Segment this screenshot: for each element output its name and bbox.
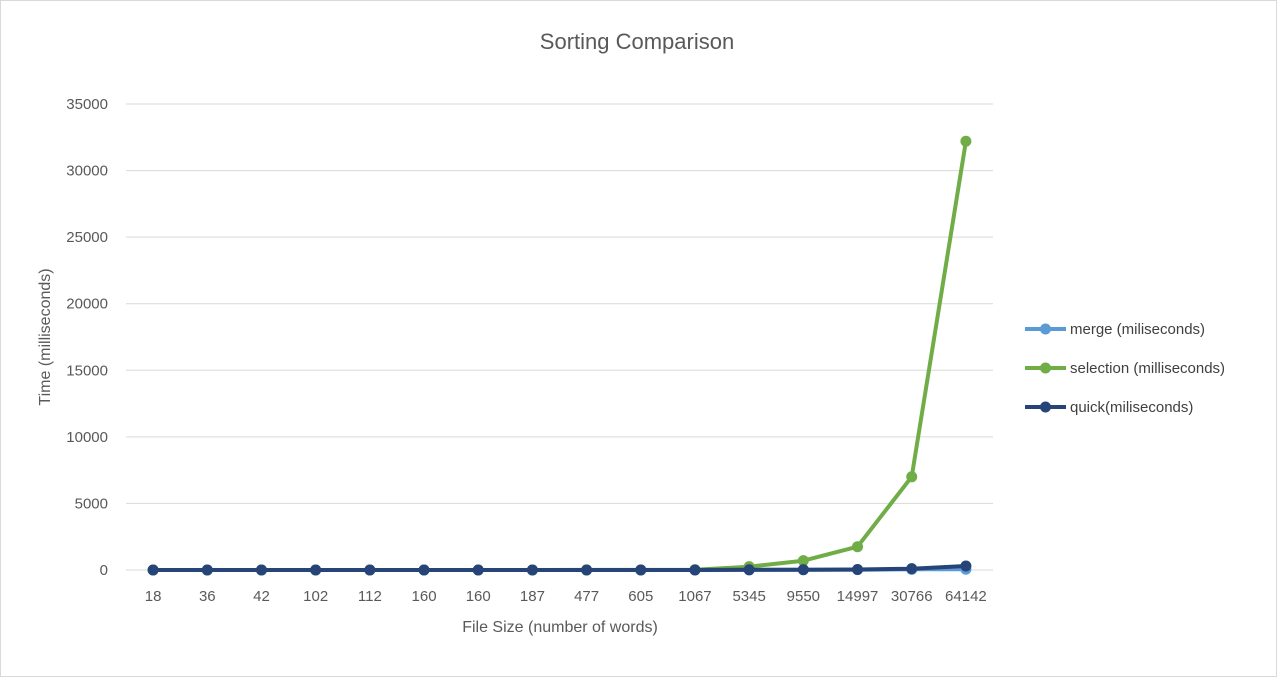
data-point xyxy=(201,564,213,576)
legend-label: merge (miliseconds) xyxy=(1070,321,1205,338)
data-point xyxy=(635,564,647,576)
series-2 xyxy=(147,560,972,576)
x-tick-label: 605 xyxy=(628,588,653,605)
data-point xyxy=(526,564,538,576)
x-axis-title: File Size (number of words) xyxy=(462,619,658,636)
x-tick-label: 1067 xyxy=(678,588,711,605)
x-tick-label: 30766 xyxy=(891,588,933,605)
x-tick-label: 112 xyxy=(358,588,382,605)
data-point xyxy=(472,564,484,576)
x-tick-label: 187 xyxy=(520,588,545,605)
data-point xyxy=(147,564,159,576)
data-point xyxy=(852,563,864,575)
data-point xyxy=(906,563,918,575)
x-tick-label: 18 xyxy=(145,588,162,605)
data-point xyxy=(743,564,755,576)
y-tick-label: 5000 xyxy=(75,495,108,512)
x-tick-label: 42 xyxy=(253,588,270,605)
data-point xyxy=(418,564,430,576)
data-point xyxy=(960,135,972,147)
data-point xyxy=(797,555,809,567)
legend-item: quick(miliseconds) xyxy=(1025,399,1193,416)
x-tick-label: 160 xyxy=(412,588,437,605)
y-tick-label: 30000 xyxy=(66,163,108,180)
x-axis-ticks: 18 36 42 102 112 160 160 187 477 605 1067 5345 9550 1… xyxy=(145,588,987,605)
y-tick-label: 0 xyxy=(100,562,108,579)
y-tick-label: 35000 xyxy=(66,96,108,113)
y-tick-label: 25000 xyxy=(66,229,108,246)
x-tick-label: 64142 xyxy=(945,588,987,605)
data-point xyxy=(852,541,864,553)
legend-swatch-marker xyxy=(1040,362,1051,374)
y-tick-label: 20000 xyxy=(66,296,108,313)
y-tick-label: 15000 xyxy=(66,362,108,379)
x-tick-label: 14997 xyxy=(837,588,879,605)
chart-title: Sorting Comparison xyxy=(540,29,734,54)
x-tick-label: 160 xyxy=(466,588,491,605)
y-axis-title: Time (milliseconds) xyxy=(37,268,54,405)
data-point xyxy=(689,564,701,576)
data-point xyxy=(581,564,593,576)
legend-label: quick(miliseconds) xyxy=(1070,399,1193,416)
x-tick-label: 477 xyxy=(574,588,599,605)
legend: merge (miliseconds) selection (millisecon… xyxy=(1025,321,1225,416)
series-line xyxy=(151,564,968,572)
series-line xyxy=(151,139,968,572)
legend-item: merge (miliseconds) xyxy=(1025,321,1205,338)
series-1 xyxy=(147,135,972,576)
y-axis-ticks: 0 5000 10000 15000 20000 25000 30000 35000 xyxy=(66,96,108,579)
x-tick-label: 5345 xyxy=(732,588,765,605)
data-point xyxy=(364,564,376,576)
data-point xyxy=(255,564,267,576)
series-lines xyxy=(147,135,972,576)
data-point xyxy=(906,471,918,483)
data-point xyxy=(960,560,972,572)
legend-swatch-marker xyxy=(1040,323,1051,335)
x-tick-label: 102 xyxy=(303,588,328,605)
data-point xyxy=(310,564,322,576)
legend-item: selection (milliseconds) xyxy=(1025,360,1225,377)
x-tick-label: 36 xyxy=(199,588,216,605)
data-point xyxy=(797,564,809,576)
legend-swatch-marker xyxy=(1040,401,1051,413)
legend-label: selection (milliseconds) xyxy=(1070,360,1225,377)
y-tick-label: 10000 xyxy=(66,429,108,446)
gridlines xyxy=(126,103,993,571)
x-tick-label: 9550 xyxy=(787,588,820,605)
